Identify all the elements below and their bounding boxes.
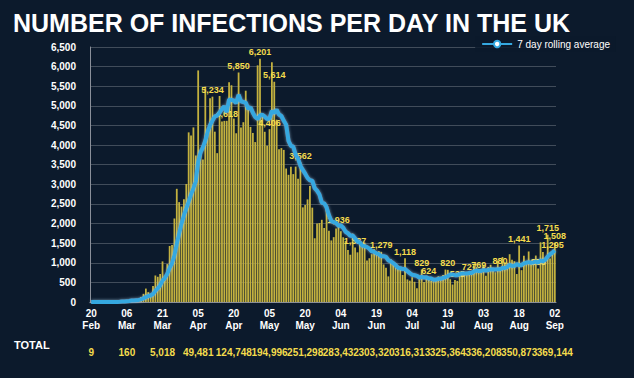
svg-text:May: May	[260, 320, 280, 331]
svg-text:194,996: 194,996	[251, 347, 288, 358]
svg-text:7 day rolling average: 7 day rolling average	[517, 39, 610, 50]
svg-text:03: 03	[478, 308, 490, 319]
svg-text:Mar: Mar	[154, 320, 172, 331]
svg-text:727: 727	[461, 262, 477, 272]
svg-text:350,873: 350,873	[501, 347, 538, 358]
svg-text:369,144: 369,144	[537, 347, 574, 358]
svg-text:02: 02	[549, 308, 561, 319]
svg-text:Jun: Jun	[368, 320, 386, 331]
svg-text:04: 04	[335, 308, 347, 319]
svg-text:820: 820	[440, 258, 455, 268]
svg-text:6,000: 6,000	[51, 61, 76, 72]
svg-text:1,500: 1,500	[51, 238, 76, 249]
svg-text:336,208: 336,208	[465, 347, 502, 358]
svg-text:20: 20	[300, 308, 312, 319]
svg-text:5,234: 5,234	[201, 85, 224, 95]
svg-text:18: 18	[514, 308, 526, 319]
svg-text:2,500: 2,500	[51, 198, 76, 209]
svg-text:19: 19	[371, 308, 383, 319]
svg-text:May: May	[295, 320, 315, 331]
svg-text:624: 624	[421, 266, 436, 276]
svg-text:3,000: 3,000	[51, 179, 76, 190]
svg-text:0: 0	[70, 297, 76, 308]
svg-text:Jul: Jul	[405, 320, 420, 331]
svg-text:Apr: Apr	[225, 320, 242, 331]
svg-text:4,500: 4,500	[51, 120, 76, 131]
svg-text:Apr: Apr	[190, 320, 207, 331]
svg-text:853: 853	[530, 257, 546, 267]
svg-text:5,500: 5,500	[51, 81, 76, 92]
svg-text:Jun: Jun	[332, 320, 350, 331]
svg-text:06: 06	[121, 308, 133, 319]
svg-text:303,320: 303,320	[358, 347, 395, 358]
svg-text:19: 19	[442, 308, 454, 319]
svg-text:2,000: 2,000	[51, 218, 76, 229]
svg-text:1,295: 1,295	[541, 239, 564, 250]
svg-text:160: 160	[119, 347, 136, 358]
svg-text:769: 769	[471, 260, 487, 271]
svg-text:1,387: 1,387	[343, 236, 367, 247]
svg-text:Sep: Sep	[546, 320, 564, 331]
svg-text:05: 05	[193, 308, 205, 319]
svg-text:Jul: Jul	[441, 320, 456, 331]
svg-text:9: 9	[88, 347, 94, 358]
svg-text:4,618: 4,618	[215, 109, 238, 120]
svg-text:1,441: 1,441	[508, 234, 531, 244]
svg-text:325,364: 325,364	[430, 347, 467, 358]
svg-text:4,000: 4,000	[51, 140, 76, 151]
svg-text:20: 20	[228, 308, 240, 319]
svg-text:NUMBER OF INFECTIONS PER DAY I: NUMBER OF INFECTIONS PER DAY IN THE UK	[13, 9, 570, 37]
svg-text:829: 829	[414, 258, 430, 268]
svg-text:316,313: 316,313	[394, 347, 431, 358]
svg-text:3,562: 3,562	[289, 151, 312, 161]
svg-text:Aug: Aug	[474, 320, 493, 331]
svg-text:5,018: 5,018	[150, 347, 175, 358]
svg-text:124,748: 124,748	[216, 347, 253, 358]
svg-text:4,406: 4,406	[258, 117, 281, 128]
svg-text:49,481: 49,481	[183, 347, 214, 358]
svg-text:1,279: 1,279	[370, 240, 393, 250]
svg-text:6,201: 6,201	[249, 47, 272, 57]
svg-text:5,614: 5,614	[263, 70, 286, 80]
svg-text:Feb: Feb	[82, 320, 100, 331]
svg-text:20: 20	[86, 308, 98, 319]
svg-text:283,432: 283,432	[323, 347, 360, 358]
svg-text:6,500: 6,500	[51, 42, 76, 53]
svg-text:5,850: 5,850	[227, 61, 250, 71]
svg-text:880: 880	[493, 256, 508, 266]
svg-text:05: 05	[264, 308, 276, 319]
svg-text:1,936: 1,936	[327, 214, 350, 225]
svg-text:Mar: Mar	[118, 320, 136, 331]
svg-text:Aug: Aug	[509, 320, 528, 331]
svg-text:251,298: 251,298	[287, 347, 324, 358]
svg-text:1,715: 1,715	[536, 223, 559, 234]
svg-text:1,118: 1,118	[394, 247, 416, 257]
svg-text:1,508: 1,508	[544, 231, 567, 241]
svg-text:3,500: 3,500	[51, 159, 76, 170]
svg-text:21: 21	[157, 308, 169, 319]
svg-text:500: 500	[59, 277, 76, 288]
svg-text:5,000: 5,000	[51, 100, 76, 111]
svg-text:1,000: 1,000	[51, 257, 76, 268]
svg-text:TOTAL: TOTAL	[14, 339, 50, 351]
svg-text:04: 04	[407, 308, 419, 319]
